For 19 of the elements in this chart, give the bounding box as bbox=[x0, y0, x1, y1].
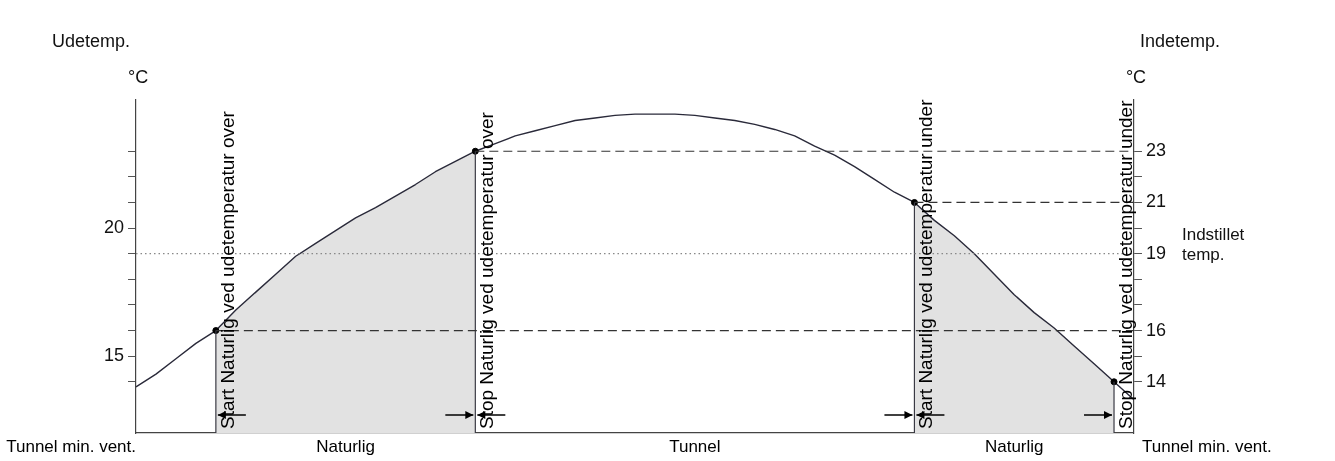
y2-tick-label: 23 bbox=[1145, 140, 1167, 161]
annotation: Start Naturlig ved udetemperatur over bbox=[216, 110, 238, 429]
y2-tick-label: 21 bbox=[1145, 191, 1167, 212]
y2-axis-title: Indetemp. °C bbox=[1125, 30, 1221, 87]
y2-tick-label: 19 bbox=[1145, 242, 1167, 263]
text: Tunnel bbox=[669, 436, 721, 456]
y2-tick-label: 16 bbox=[1145, 319, 1167, 340]
text: Tunnel min. vent. bbox=[1141, 436, 1272, 456]
text: Tunnel min. vent. bbox=[6, 436, 137, 456]
annotation: Stop Naturlig ved udetemperatur under bbox=[1114, 99, 1136, 429]
annotation: Start Naturlig ved udetemperatur under bbox=[915, 98, 937, 429]
annotation: Stop Naturlig ved udetemperatur over bbox=[476, 111, 498, 429]
y-tick-label: 20 bbox=[103, 217, 125, 238]
ref-line-label: Indstillet temp. bbox=[1181, 225, 1245, 265]
text: Naturlig bbox=[316, 436, 375, 456]
text: Naturlig bbox=[984, 436, 1044, 456]
y2-tick-label: 14 bbox=[1145, 370, 1167, 391]
y-axis-title: Udetemp. °C bbox=[51, 30, 149, 87]
y-tick-label: 15 bbox=[103, 345, 125, 366]
